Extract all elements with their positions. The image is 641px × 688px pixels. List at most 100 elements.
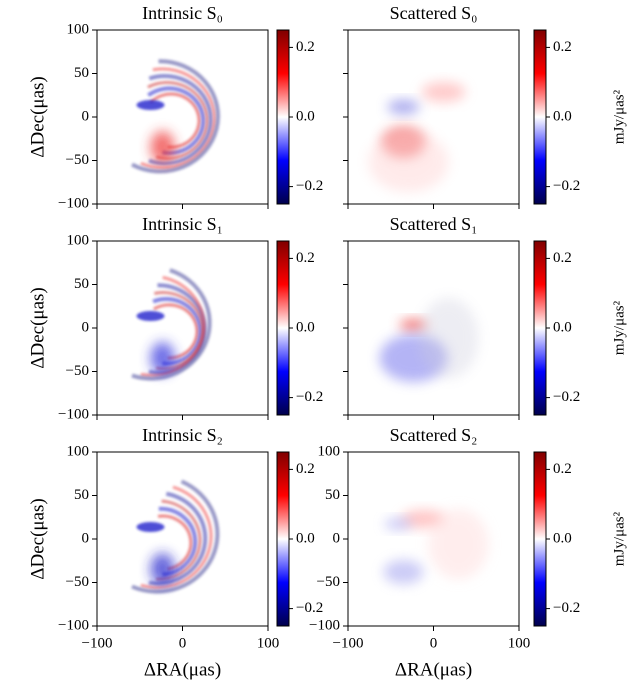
y-tick-label: 50 xyxy=(74,276,89,292)
image-texture xyxy=(158,506,198,577)
image-background xyxy=(97,452,268,626)
image xyxy=(97,241,268,415)
image-texture xyxy=(383,560,424,584)
colorbar-tick-label: −0.2 xyxy=(296,389,323,405)
colorbar-tick-label: −0.2 xyxy=(296,600,323,616)
colorbar xyxy=(533,240,547,416)
colorbar xyxy=(533,451,547,627)
colorbar-tick-label: 0.0 xyxy=(553,108,572,124)
panel: Scattered S₀ −0.2 0.0 0.2 mJy/μas² xyxy=(343,3,627,209)
panel-title: Scattered S₀ xyxy=(390,3,478,23)
image-texture xyxy=(149,92,201,149)
image-texture xyxy=(150,553,175,585)
panel-title: Scattered S₁ xyxy=(390,214,478,234)
image-texture xyxy=(136,311,165,321)
y-tick-label: −100 xyxy=(309,617,340,633)
image-background xyxy=(97,30,268,204)
image-texture xyxy=(153,303,199,360)
colorbar-tick-label: 0.2 xyxy=(553,39,572,55)
y-tick-label: 100 xyxy=(318,443,341,459)
panel: Intrinsic S₂ −100 0 100 −100 −50 0 50 100 ΔDec(μa… xyxy=(27,425,323,680)
image-texture xyxy=(421,82,466,102)
x-axis-label: ΔRA(μas) xyxy=(144,659,221,680)
colorbar-tick-label: 0.2 xyxy=(296,461,315,477)
image-texture xyxy=(147,80,209,160)
image xyxy=(97,452,268,626)
image-texture xyxy=(140,485,213,590)
y-tick-label: 100 xyxy=(67,232,90,248)
colorbar-tick-label: 0.0 xyxy=(553,319,572,335)
colorbar-tick-label: −0.2 xyxy=(553,178,580,194)
image-texture xyxy=(156,499,202,581)
y-tick-label: −100 xyxy=(58,406,89,422)
image xyxy=(348,30,519,204)
image-texture xyxy=(131,479,220,594)
panel-title: Intrinsic S₀ xyxy=(142,3,223,23)
image-texture xyxy=(384,518,413,530)
image-texture xyxy=(148,73,213,166)
y-tick-label: 100 xyxy=(67,443,90,459)
colorbar-tick-label: 0.0 xyxy=(296,319,315,335)
panel-title: Scattered S₂ xyxy=(390,425,478,445)
image-texture xyxy=(131,59,220,174)
image xyxy=(348,241,519,415)
panel-title: Intrinsic S₂ xyxy=(142,425,223,445)
colorbar-tick-label: −0.2 xyxy=(553,600,580,616)
image-texture xyxy=(136,100,165,110)
colorbar-tick-label: 0.0 xyxy=(296,108,315,124)
x-tick-label: 100 xyxy=(257,635,280,651)
y-tick-label: 0 xyxy=(82,319,90,335)
colorbar xyxy=(276,240,290,416)
colorbar-tick-label: 0.2 xyxy=(296,39,315,55)
panel-title: Intrinsic S₁ xyxy=(142,214,223,234)
image-texture xyxy=(147,86,206,155)
colorbar-tick-label: 0.0 xyxy=(553,530,572,546)
panel: Intrinsic S₀ −100 −50 0 50 100 ΔDec(μas) −0.2 0.… xyxy=(27,3,323,211)
image xyxy=(348,452,519,626)
image-texture xyxy=(140,275,206,377)
y-tick-label: 50 xyxy=(325,487,340,503)
image-texture xyxy=(368,132,449,192)
colorbar-tick-label: 0.2 xyxy=(553,461,572,477)
colorbar xyxy=(276,451,290,627)
colorbar-tick-label: 0.2 xyxy=(553,250,572,266)
image-texture xyxy=(428,509,489,579)
y-tick-label: −50 xyxy=(66,574,89,590)
x-tick-label: −100 xyxy=(82,635,113,651)
colorbar-tick-label: 0.2 xyxy=(296,250,315,266)
y-tick-label: −50 xyxy=(66,363,89,379)
y-tick-label: 50 xyxy=(74,65,89,81)
image-texture xyxy=(387,100,420,114)
x-tick-label: 0 xyxy=(179,635,187,651)
panel: Scattered S₁ −0.2 0.0 0.2 mJy/μas² xyxy=(343,214,627,420)
x-tick-label: 100 xyxy=(508,635,531,651)
y-tick-label: −100 xyxy=(58,195,89,211)
y-axis-label: ΔDec(μas) xyxy=(27,287,48,368)
panel: Intrinsic S₁ −100 −50 0 50 100 ΔDec(μas) −0.2 0.… xyxy=(27,214,323,422)
image-texture xyxy=(148,491,208,586)
colorbar-tick-label: −0.2 xyxy=(553,389,580,405)
y-tick-label: −50 xyxy=(66,152,89,168)
colorbar xyxy=(533,29,547,205)
image-texture xyxy=(418,298,479,378)
y-tick-label: −50 xyxy=(317,574,340,590)
image-texture xyxy=(131,268,212,381)
y-tick-label: 100 xyxy=(67,21,90,37)
colorbar-label: mJy/μas² xyxy=(611,89,627,144)
y-tick-label: 0 xyxy=(82,108,90,124)
image-texture xyxy=(150,342,175,374)
y-axis-label: ΔDec(μas) xyxy=(27,76,48,157)
image-texture xyxy=(157,514,193,571)
image-texture xyxy=(152,297,203,366)
colorbar-tick-label: −0.2 xyxy=(296,178,323,194)
x-tick-label: −100 xyxy=(333,635,364,651)
colorbar-label: mJy/μas² xyxy=(611,511,627,566)
x-tick-label: 0 xyxy=(430,635,438,651)
y-tick-label: 0 xyxy=(333,530,341,546)
y-tick-label: 50 xyxy=(74,487,89,503)
y-tick-label: 0 xyxy=(82,530,90,546)
y-axis-label: ΔDec(μas) xyxy=(27,498,48,579)
x-axis-label: ΔRA(μas) xyxy=(395,659,472,680)
image-background xyxy=(97,241,268,415)
